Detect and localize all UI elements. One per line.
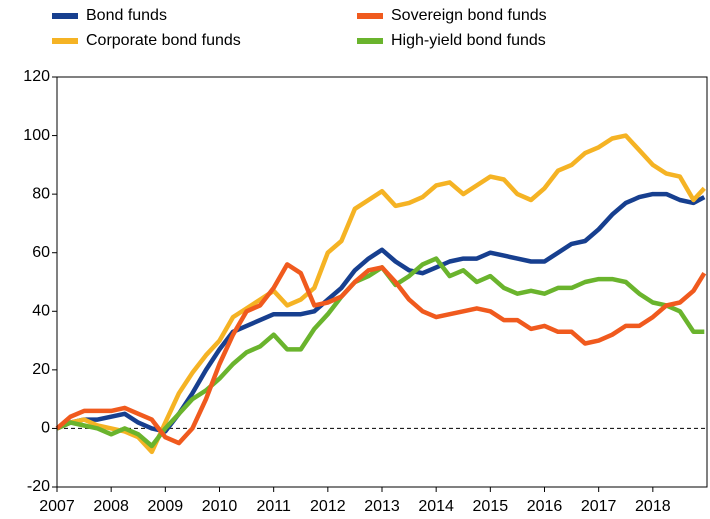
legend-label: Sovereign bond funds [391, 7, 547, 24]
y-tick-label: 60 [32, 244, 50, 261]
x-tick-label: 2017 [581, 498, 617, 515]
x-tick-label: 2009 [148, 498, 184, 515]
y-tick-label: -20 [27, 478, 50, 495]
y-tick-label: 120 [23, 68, 50, 85]
legend-label: Bond funds [86, 7, 167, 24]
y-tick-label: 100 [23, 127, 50, 144]
x-tick-label: 2012 [310, 498, 346, 515]
x-tick-label: 2008 [93, 498, 129, 515]
x-tick-label: 2007 [39, 498, 75, 515]
series-line [56, 256, 705, 449]
x-tick-label: 2011 [256, 498, 291, 515]
x-tick-label: 2015 [473, 498, 509, 515]
x-tick-label: 2014 [418, 498, 454, 515]
x-tick-label: 2016 [527, 498, 563, 515]
x-tick-label: 2018 [635, 498, 671, 515]
x-tick-label: 2010 [202, 498, 238, 515]
x-tick-label: 2013 [364, 498, 400, 515]
y-tick-label: 80 [32, 185, 50, 202]
y-tick-label: 0 [41, 420, 50, 437]
plot-frame [56, 76, 708, 488]
series-line [55, 262, 707, 446]
series-line [56, 191, 706, 434]
series-line [56, 133, 706, 455]
legend-label: Corporate bond funds [86, 32, 241, 49]
y-tick-label: 20 [32, 361, 50, 378]
y-tick-label: 40 [32, 303, 50, 320]
legend-label: High-yield bond funds [391, 32, 546, 49]
